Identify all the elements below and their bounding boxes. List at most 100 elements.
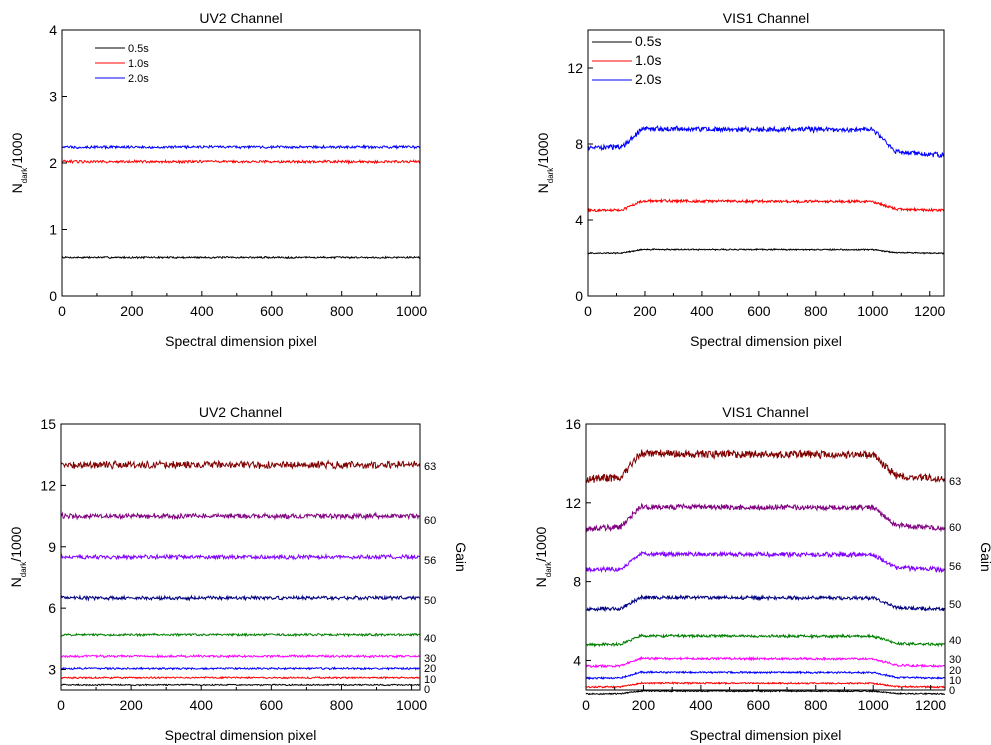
series-line-30	[61, 653, 421, 659]
series-line-50	[60, 594, 421, 602]
x-tick-label: 400	[690, 303, 714, 319]
x-tick-label: 1200	[915, 697, 946, 713]
x-tick-label: 0	[57, 697, 65, 713]
gain-label: 10	[424, 674, 436, 686]
y-tick-label: 8	[573, 574, 581, 590]
gain-label: 20	[424, 663, 436, 675]
x-tick-label: 1000	[858, 697, 889, 713]
gain-label: 63	[949, 476, 961, 488]
series-line-20	[60, 666, 421, 671]
y-tick-label: 16	[565, 416, 581, 432]
x-tick-label: 400	[190, 697, 214, 713]
x-axis-label: Spectral dimension pixel	[690, 727, 842, 743]
x-tick-label: 200	[633, 303, 657, 319]
x-axis-label: Spectral dimension pixel	[165, 727, 317, 743]
x-tick-label: 800	[804, 303, 828, 319]
x-tick-label: 800	[330, 697, 354, 713]
series-line-50	[585, 594, 946, 613]
y-axis-label: Ndark/1000	[8, 526, 28, 587]
y-axis-label: Ndark/1000	[9, 132, 29, 193]
x-tick-label: 800	[804, 697, 828, 713]
x-tick-label: 1000	[857, 303, 888, 319]
gain-label: 0	[424, 684, 430, 696]
gain-label: 63	[424, 461, 436, 473]
series-line-56	[60, 552, 421, 561]
series-line-2.0s	[61, 144, 421, 151]
y-tick-label: 4	[49, 22, 57, 38]
x-tick-label: 1000	[396, 303, 427, 319]
legend-label: 1.0s	[128, 58, 149, 70]
y-tick-label: 0	[575, 288, 583, 304]
gain-label: 40	[424, 633, 436, 645]
series-line-30	[586, 655, 946, 669]
x-tick-label: 0	[584, 303, 592, 319]
plot-frame	[587, 29, 945, 297]
series-line-0	[61, 683, 421, 687]
right-axis-label: Gain	[978, 542, 991, 572]
gain-label: 56	[424, 555, 436, 567]
x-tick-label: 600	[260, 697, 284, 713]
gain-label: 30	[424, 653, 436, 665]
series-line-10	[61, 675, 421, 680]
y-tick-label: 3	[48, 662, 56, 678]
gain-label: 10	[949, 675, 961, 687]
x-tick-label: 1200	[914, 303, 945, 319]
y-tick-label: 0	[49, 288, 57, 304]
gain-label: 0	[949, 685, 955, 697]
y-tick-label: 9	[48, 539, 56, 555]
x-tick-label: 0	[582, 697, 590, 713]
y-tick-label: 3	[49, 89, 57, 105]
x-tick-label: 200	[119, 697, 143, 713]
x-tick-label: 200	[632, 697, 656, 713]
gain-label: 56	[949, 561, 961, 573]
y-tick-label: 12	[40, 477, 56, 493]
series-line-0	[585, 689, 945, 696]
x-tick-label: 600	[260, 303, 284, 319]
x-axis-label: Spectral dimension pixel	[690, 333, 842, 349]
x-tick-label: 600	[747, 697, 771, 713]
series-line-1.0s	[587, 197, 945, 213]
gain-label: 50	[424, 595, 436, 607]
y-tick-label: 2	[49, 155, 57, 171]
gain-label: 30	[949, 654, 961, 666]
right-axis-label: Gain	[453, 542, 469, 572]
series-line-0.5s	[61, 255, 421, 260]
y-tick-label: 4	[575, 212, 583, 228]
y-tick-label: 8	[575, 136, 583, 152]
y-tick-label: 6	[48, 600, 56, 616]
chart-title: UV2 Channel	[199, 404, 282, 420]
y-tick-label: 15	[40, 416, 56, 432]
plot-frame	[60, 423, 421, 691]
x-axis-label: Spectral dimension pixel	[165, 333, 317, 349]
legend-label: 2.0s	[635, 71, 661, 87]
gain-label: 60	[424, 515, 436, 527]
chart-p2: 0 200 400 600 800 1000 1200 0 4 8 12 VIS1 Channel Sp…	[535, 10, 946, 349]
gain-label: 60	[949, 522, 961, 534]
x-tick-label: 1000	[396, 697, 427, 713]
x-tick-label: 0	[58, 303, 66, 319]
legend-label: 1.0s	[635, 52, 661, 68]
series-line-56	[585, 550, 946, 574]
x-tick-label: 600	[747, 303, 771, 319]
gain-label: 20	[949, 665, 961, 677]
x-tick-label: 400	[689, 697, 713, 713]
y-tick-label: 12	[567, 60, 583, 76]
x-tick-label: 200	[120, 303, 144, 319]
series-line-63	[585, 448, 946, 484]
legend-label: 2.0s	[128, 73, 149, 85]
y-axis-label: Ndark/1000	[533, 526, 553, 587]
chart-p1: 0 200 400 600 800 1000 0 1 2 3 4 UV2 Channel Spectra…	[9, 10, 427, 349]
x-tick-label: 400	[190, 303, 214, 319]
chart-title: VIS1 Channel	[722, 404, 808, 420]
series-line-0.5s	[587, 247, 945, 255]
gain-label: 50	[949, 599, 961, 611]
y-tick-label: 4	[573, 652, 581, 668]
series-line-40	[60, 632, 421, 638]
series-line-60	[585, 502, 946, 533]
chart-title: VIS1 Channel	[723, 10, 809, 26]
y-axis-label: Ndark/1000	[535, 132, 555, 193]
gain-label: 40	[949, 635, 961, 647]
